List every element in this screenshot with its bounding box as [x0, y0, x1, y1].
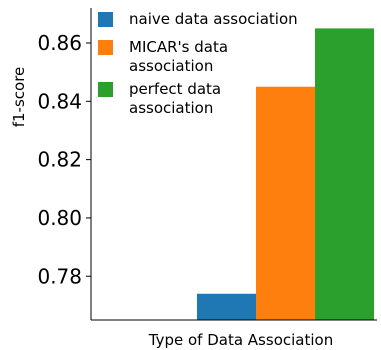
bar-1 — [197, 293, 256, 320]
legend-label-3-line-1: perfect data — [129, 80, 221, 98]
legend-label-1-line-1: naive data association — [129, 10, 298, 28]
y-tick-label-2: 0.80 — [37, 206, 82, 230]
bar-2 — [256, 86, 315, 320]
legend-swatch-2 — [98, 40, 113, 55]
legend-label-2: MICAR's data association — [129, 38, 228, 75]
y-ticks-group: 0.78 0.80 0.82 0.84 0.86 — [37, 31, 91, 288]
legend-label-3: perfect data association — [129, 80, 221, 117]
legend-label-2-line-1: MICAR's data — [129, 38, 228, 56]
legend-label-3-line-2: association — [129, 99, 213, 117]
x-axis-label: Type of Data Association — [148, 331, 333, 349]
y-tick-label-3: 0.82 — [37, 148, 82, 172]
legend-label-2-line-2: association — [129, 57, 213, 75]
legend-label-1: naive data association — [129, 10, 298, 28]
y-tick-label-5: 0.86 — [37, 31, 82, 55]
y-tick-label-4: 0.84 — [37, 89, 82, 113]
legend-swatch-1 — [98, 12, 113, 27]
y-axis-label: f1-score — [10, 67, 28, 128]
y-tick-label-1: 0.78 — [37, 264, 82, 288]
bars-group — [197, 28, 374, 320]
bar-3 — [315, 28, 374, 320]
legend-swatch-3 — [98, 82, 113, 97]
